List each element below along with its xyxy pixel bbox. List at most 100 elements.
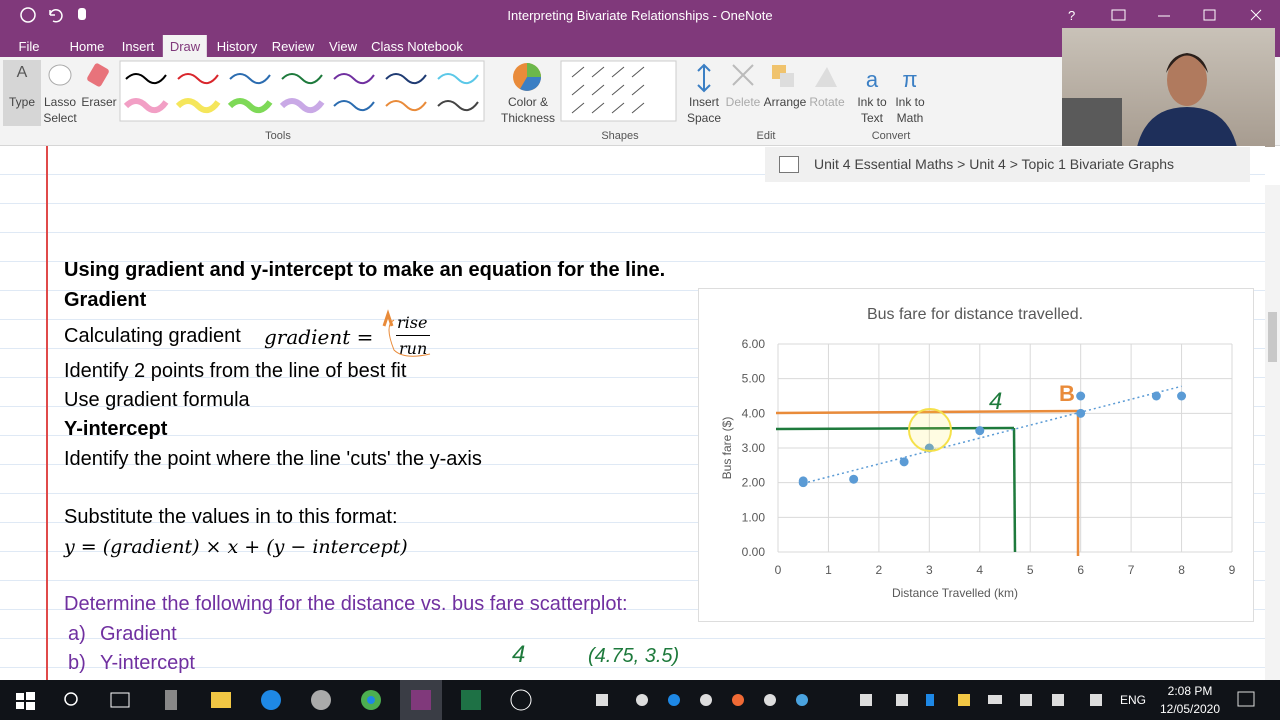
restore-button[interactable] xyxy=(1203,9,1216,21)
shape-swatch[interactable] xyxy=(611,84,625,96)
group-label: Convert xyxy=(871,130,911,142)
pen-swatch[interactable] xyxy=(125,73,167,85)
ribbon-label[interactable]: Delete xyxy=(725,95,761,109)
app-icon[interactable] xyxy=(261,690,281,710)
tab[interactable]: Home xyxy=(69,39,105,54)
tray-icon[interactable] xyxy=(958,694,970,706)
pen-swatch[interactable] xyxy=(123,98,169,114)
ribbon-label[interactable]: Type xyxy=(8,95,36,109)
pen-swatch[interactable] xyxy=(279,98,325,114)
ribbon-label[interactable]: Thickness xyxy=(500,111,556,125)
ribbon-label[interactable]: Math xyxy=(896,111,924,125)
tray-icon[interactable] xyxy=(896,694,908,706)
pen-swatch[interactable] xyxy=(177,73,219,85)
pen-swatch[interactable] xyxy=(281,73,323,85)
language[interactable]: ENG xyxy=(1120,693,1147,707)
tray-icon[interactable] xyxy=(926,694,934,706)
tray-icon[interactable] xyxy=(1020,694,1032,706)
tray-icon[interactable] xyxy=(1090,694,1102,706)
task-text: Determine the following for the distance… xyxy=(64,593,628,615)
tray-icon[interactable] xyxy=(796,694,808,706)
ribbon-label[interactable]: Color & xyxy=(507,95,549,109)
tab[interactable]: File xyxy=(18,39,40,54)
pen-swatch[interactable] xyxy=(437,100,479,112)
formula: gradient = xyxy=(264,325,374,349)
app-icon[interactable] xyxy=(461,690,481,710)
start-button[interactable] xyxy=(16,692,35,710)
app-icon[interactable] xyxy=(411,690,431,710)
shape-swatch[interactable] xyxy=(571,84,585,96)
back-button[interactable] xyxy=(20,7,36,23)
note-text: Calculating gradient xyxy=(64,325,241,347)
tray-icon[interactable] xyxy=(668,694,680,706)
close-button[interactable] xyxy=(1250,9,1262,21)
tab[interactable]: Class Notebook xyxy=(371,39,463,54)
display-button[interactable] xyxy=(1111,9,1126,21)
webcam-feed xyxy=(1062,28,1275,147)
tab[interactable]: Draw xyxy=(162,35,208,58)
scrollbar[interactable] xyxy=(1265,185,1280,680)
tray-icon[interactable] xyxy=(732,694,744,706)
tray-icon[interactable] xyxy=(988,695,1002,704)
shape-swatch[interactable] xyxy=(611,66,625,78)
tab[interactable]: Review xyxy=(271,39,315,54)
formula-denominator: run xyxy=(399,339,428,358)
tray-icon[interactable] xyxy=(860,694,872,706)
touch-button[interactable] xyxy=(78,8,86,20)
shape-swatch[interactable] xyxy=(571,66,585,78)
tray-icon[interactable] xyxy=(636,694,648,706)
pen-swatch[interactable] xyxy=(437,73,479,85)
pen-swatch[interactable] xyxy=(175,98,221,114)
shape-swatch[interactable] xyxy=(591,102,605,114)
tab[interactable]: Insert xyxy=(121,39,155,54)
shape-swatch[interactable] xyxy=(591,84,605,96)
breadcrumb[interactable]: Unit 4 Essential Maths > Unit 4 > Topic … xyxy=(814,156,1175,172)
shape-swatch[interactable] xyxy=(611,102,625,114)
app-icon[interactable] xyxy=(311,690,331,710)
shape-swatch[interactable] xyxy=(631,66,645,78)
pen-swatch[interactable] xyxy=(227,98,273,114)
clock-time[interactable]: 2:08 PM xyxy=(1167,684,1213,698)
ribbon-label[interactable]: Text xyxy=(860,111,884,125)
ribbon-label[interactable]: Ink to xyxy=(895,95,925,109)
tray-icons xyxy=(596,691,1255,707)
pen-swatch[interactable] xyxy=(333,73,375,85)
ribbon-label[interactable]: Lasso xyxy=(43,95,77,109)
ribbon-label[interactable]: Eraser xyxy=(81,95,117,109)
app-icon[interactable] xyxy=(165,690,177,710)
task-view[interactable] xyxy=(110,692,130,708)
shape-swatch[interactable] xyxy=(591,66,605,78)
help-button[interactable]: ? xyxy=(1068,8,1076,23)
pen-swatch[interactable] xyxy=(333,100,375,112)
app-icon[interactable] xyxy=(211,692,231,708)
tray-icon[interactable] xyxy=(700,694,712,706)
pen-swatch[interactable] xyxy=(229,73,271,85)
shape-swatch[interactable] xyxy=(571,102,585,114)
type-button[interactable] xyxy=(3,60,41,126)
shape-swatch[interactable] xyxy=(631,84,645,96)
ribbon-label[interactable]: Select xyxy=(43,111,77,125)
note-text: Substitute the values in to this format: xyxy=(64,506,398,528)
search-button[interactable] xyxy=(64,692,78,706)
pen-swatch[interactable] xyxy=(385,73,427,85)
tray-icon[interactable] xyxy=(764,694,776,706)
app-icon[interactable] xyxy=(510,689,532,711)
scroll-thumb[interactable] xyxy=(1268,312,1277,362)
ribbon-label[interactable]: Ink to xyxy=(857,95,887,109)
note-text: Identify the point where the line 'cuts'… xyxy=(64,448,482,470)
shape-swatch[interactable] xyxy=(631,102,645,114)
pen-swatch[interactable] xyxy=(385,100,427,112)
ribbon-label[interactable]: Insert xyxy=(688,95,720,109)
clock-date[interactable]: 12/05/2020 xyxy=(1159,702,1221,716)
undo-button[interactable] xyxy=(49,9,63,23)
ribbon-label[interactable]: Space xyxy=(686,111,722,125)
ribbon-label[interactable]: Rotate xyxy=(809,95,845,109)
ribbon-label[interactable]: Arrange xyxy=(763,95,807,109)
tab[interactable]: History xyxy=(216,39,258,54)
type-icon: A xyxy=(17,64,28,81)
tab[interactable]: View xyxy=(329,39,357,54)
notification-button[interactable] xyxy=(1237,691,1255,707)
tray-icon[interactable] xyxy=(1052,694,1064,706)
tray-icon[interactable] xyxy=(596,694,608,706)
background-object xyxy=(1062,98,1122,147)
